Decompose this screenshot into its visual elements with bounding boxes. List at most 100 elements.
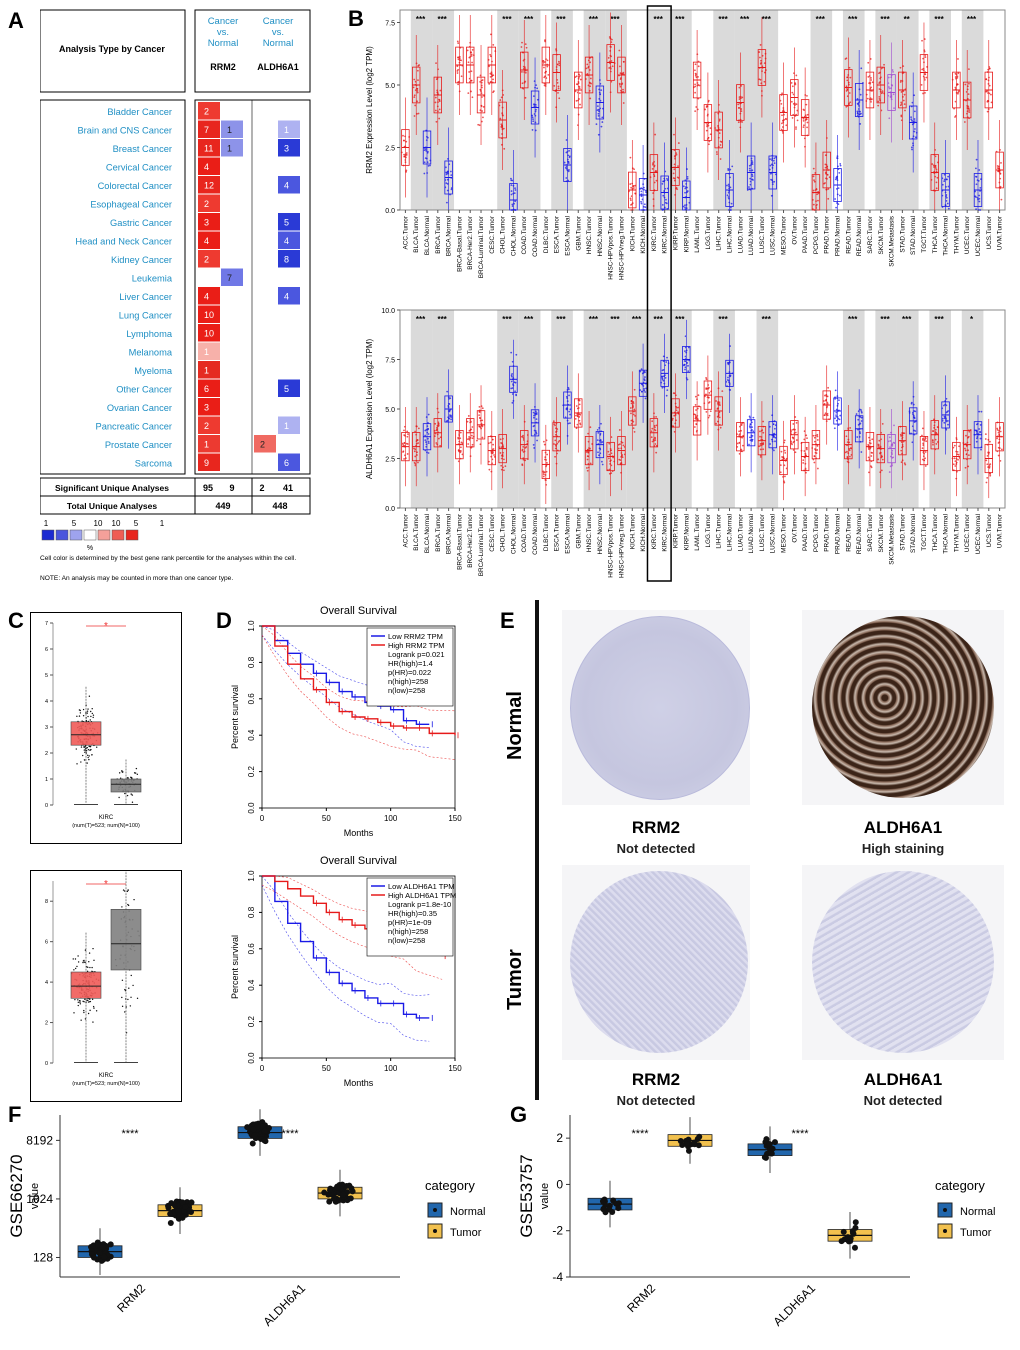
data-point — [188, 1199, 195, 1206]
data-point — [470, 434, 473, 437]
ihc-frame-2 — [802, 610, 1004, 805]
data-point — [741, 121, 744, 123]
plot-frame — [261, 875, 456, 1059]
data-point — [504, 465, 507, 468]
category-label: KIRC.Normal — [662, 216, 669, 254]
data-point — [651, 163, 654, 166]
data-point — [922, 57, 925, 60]
data-point — [731, 165, 734, 168]
data-point — [967, 465, 970, 468]
category-label: READ.Normal — [856, 514, 863, 554]
category-label: THYM.Tumor — [953, 513, 960, 552]
data-point — [661, 369, 664, 372]
data-point — [708, 401, 711, 403]
category-label: HNSC-HPVpos.Tumor — [608, 513, 615, 578]
data-point — [460, 59, 463, 62]
data-point — [921, 68, 924, 71]
plot-frame — [399, 9, 1006, 211]
ihc-caption-3: RRM2 Not detected — [562, 1070, 750, 1108]
data-point — [413, 78, 416, 81]
data-point — [633, 388, 636, 391]
data-point — [673, 414, 676, 417]
data-point — [502, 127, 505, 130]
data-point — [449, 397, 452, 400]
category-label: THYM.Tumor — [953, 215, 960, 254]
data-point — [934, 166, 937, 169]
data-point — [943, 404, 945, 407]
ihc-row-label-normal: Normal — [504, 691, 526, 760]
data-point — [848, 449, 851, 452]
data-point — [900, 101, 903, 104]
significance-mark: *** — [902, 315, 912, 324]
data-point — [655, 179, 658, 182]
data-point — [601, 460, 603, 463]
data-point — [965, 434, 967, 437]
data-point — [641, 390, 643, 393]
data-point — [488, 83, 491, 85]
data-point — [481, 419, 484, 422]
y-tick: 8 — [45, 899, 48, 905]
data-point — [643, 387, 646, 390]
data-point — [77, 999, 79, 1001]
data-point — [802, 126, 805, 128]
data-point — [563, 161, 566, 164]
data-point — [900, 449, 903, 452]
data-point — [622, 90, 625, 93]
data-point — [597, 114, 600, 117]
data-point — [975, 175, 977, 178]
significance-mark: *** — [589, 315, 599, 324]
data-point — [925, 440, 928, 443]
data-point — [835, 408, 838, 411]
data-point — [704, 108, 706, 111]
significance-band — [713, 10, 735, 210]
data-point — [450, 418, 452, 421]
total-label: Total Unique Analyses — [67, 501, 157, 511]
data-point — [975, 440, 978, 443]
data-point — [860, 451, 863, 453]
data-point — [73, 969, 75, 971]
data-point — [707, 396, 710, 399]
data-point — [946, 202, 949, 205]
data-point — [536, 87, 539, 90]
data-point — [903, 103, 906, 106]
data-point — [629, 156, 632, 159]
data-point — [459, 431, 462, 434]
data-point — [913, 94, 916, 97]
data-point — [128, 987, 130, 989]
data-point — [622, 102, 625, 104]
data-point — [424, 429, 427, 432]
data-point — [83, 1011, 85, 1014]
data-point — [179, 1199, 186, 1206]
data-point — [964, 447, 966, 450]
data-point — [123, 890, 126, 892]
data-point — [941, 417, 944, 420]
data-point — [684, 206, 686, 209]
data-point — [615, 1205, 622, 1212]
data-point — [759, 448, 762, 451]
ihc-tissue-rrm2-normal — [570, 616, 750, 800]
data-point — [610, 452, 613, 455]
data-point — [759, 62, 762, 65]
data-point — [935, 181, 938, 184]
ihc-frame-3 — [562, 865, 750, 1060]
data-point — [661, 386, 664, 389]
data-point — [600, 1206, 607, 1213]
data-point — [622, 60, 625, 63]
data-point — [481, 110, 484, 112]
data-point — [815, 207, 818, 209]
data-point — [795, 128, 797, 130]
data-point — [546, 453, 549, 456]
data-point — [543, 61, 546, 63]
data-point — [535, 84, 538, 87]
data-point — [578, 85, 581, 88]
y-tick: 0.0 — [385, 506, 395, 513]
data-point — [839, 194, 841, 197]
data-point — [781, 92, 783, 95]
ihc-frame-4 — [802, 865, 1004, 1060]
data-point — [77, 1004, 79, 1007]
category-label: BLCA.Normal — [424, 514, 431, 553]
data-point — [849, 101, 852, 104]
category-label: RRM2 — [624, 1281, 658, 1315]
data-point — [844, 58, 847, 60]
cancer-type-label: Esophageal Cancer — [90, 200, 172, 210]
